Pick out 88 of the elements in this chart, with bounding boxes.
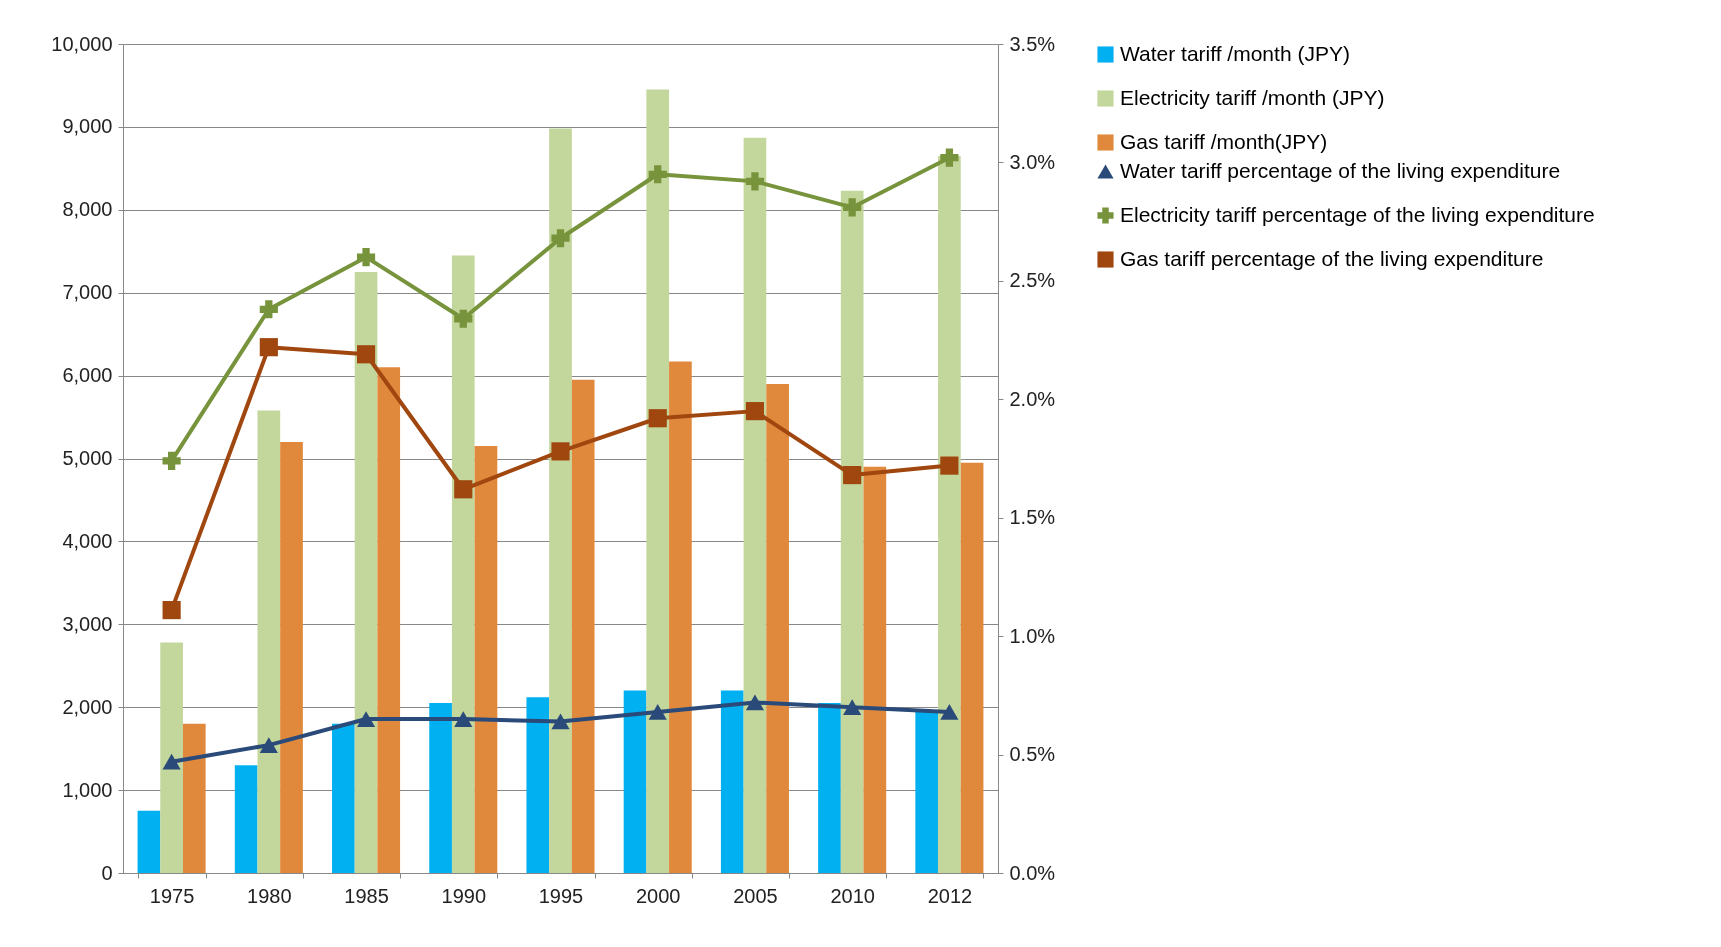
y-tick-label: 2,000 [62,695,113,718]
point [843,466,862,485]
point [356,345,376,364]
x-tick-label: 2000 [635,884,681,907]
y-tick-label: 1,000 [62,778,113,801]
bar [280,441,303,873]
x-tick-label: 1995 [538,884,584,907]
bar [332,723,355,873]
bar [840,190,864,873]
point [162,601,181,620]
bar [938,155,961,873]
point [745,402,765,421]
x-tick-label: 1985 [344,884,389,907]
point [745,172,765,191]
bar [960,462,984,873]
point [551,713,570,730]
y2-tick-label: 1.5% [1009,506,1056,529]
bar [257,410,281,873]
point [454,309,473,328]
point [162,451,181,470]
bar [766,383,789,873]
bar [474,446,498,873]
bar [743,137,767,873]
bar [451,255,475,873]
y-tick-label: 3,000 [62,612,113,635]
y2-tick-label: 1.0% [1009,624,1056,647]
y2-tick-label: 2.5% [1009,269,1056,292]
bar [915,711,939,873]
point [259,338,278,357]
bar [646,89,670,873]
bar [571,379,595,873]
y-tick-label: 9,000 [62,115,113,138]
point [356,711,376,727]
bar [160,642,183,873]
point [745,694,765,711]
legend-label: Electricity tariff /month (JPY) [1120,85,1385,109]
bar [137,810,161,873]
bar [720,690,744,873]
point [648,165,667,184]
point [843,699,862,716]
y-tick-label: 0 [101,861,113,884]
y-tick-label: 6,000 [62,364,113,387]
point [648,409,667,428]
point [648,704,667,720]
point [259,300,278,319]
bar [377,367,401,873]
bar [623,690,647,873]
bar [354,271,378,873]
x-tick-label: 1980 [247,884,292,907]
bar [669,361,692,873]
point [551,229,570,248]
x-tick-label: 2012 [927,884,973,907]
legend-label: Gas tariff /month(JPY) [1120,129,1328,153]
legend-label: Gas tariff percentage of the living expenditure [1120,246,1544,270]
bar [182,723,206,873]
bar [818,703,841,873]
legend-label: Water tariff /month (JPY) [1120,41,1350,65]
point [551,442,570,461]
bar [429,703,452,873]
bar [526,697,550,873]
y2-tick-label: 3.5% [1009,32,1056,55]
y2-tick-label: 3.0% [1009,150,1056,173]
point [454,711,473,727]
point [259,737,278,753]
point [940,704,959,720]
legend-label: Water tariff percentage of the living expenditure [1120,158,1561,182]
bar [234,765,258,873]
bar [549,128,572,873]
x-tick-label: 2005 [733,884,778,907]
bar [863,466,887,873]
point [356,248,376,267]
x-tick-label: 2010 [830,884,875,907]
point [454,480,473,499]
y-tick-label: 7,000 [62,281,113,304]
y2-tick-label: 0.5% [1009,743,1056,766]
y2-tick-label: 0.0% [1009,861,1056,884]
point [843,198,862,217]
y-tick-label: 4,000 [62,529,113,552]
y-tick-label: 8,000 [62,198,113,221]
point [940,456,959,475]
y-tick-label: 10,000 [51,32,113,55]
x-tick-label: 1975 [149,884,195,907]
y2-tick-label: 2.0% [1009,387,1056,410]
y-tick-label: 5,000 [62,447,113,469]
legend-label: Electricity tariff percentage of the living expenditure [1120,202,1595,226]
point [940,148,959,167]
point [162,753,181,770]
x-tick-label: 1990 [441,884,487,907]
